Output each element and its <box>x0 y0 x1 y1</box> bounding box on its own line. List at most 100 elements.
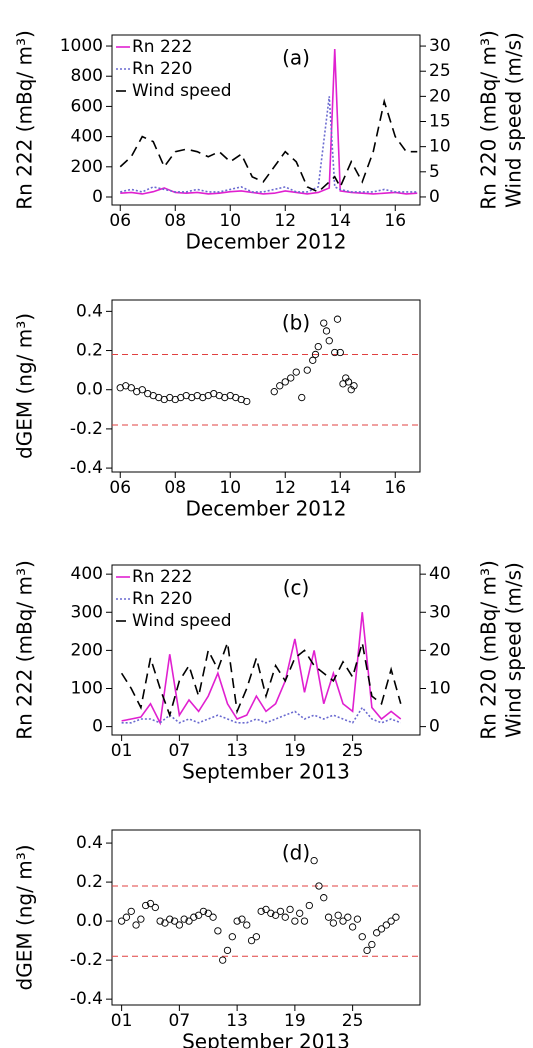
x-axis-label: December 2012 <box>186 497 347 521</box>
data-point <box>336 348 344 357</box>
legend-label: Rn 220 <box>132 59 192 79</box>
data-point <box>156 917 164 925</box>
x-tick-label: 13 <box>226 741 248 761</box>
data-point <box>325 337 333 345</box>
data-point <box>175 921 184 929</box>
y-tick-label: 0.4 <box>76 833 103 853</box>
data-point <box>180 915 188 923</box>
data-point <box>281 913 289 921</box>
data-point <box>204 909 212 917</box>
data-point <box>314 342 322 351</box>
data-point <box>151 903 159 912</box>
y-axis-label: Rn 222 (mBq/ m³) <box>13 560 37 740</box>
x-tick-label: 01 <box>111 741 133 761</box>
x-axis-label: September 2013 <box>182 760 350 784</box>
y2-axis-label: Rn 220 (mBq/ m³) <box>477 30 501 210</box>
data-point <box>166 915 174 923</box>
data-point <box>333 315 342 323</box>
y-tick-label: -0.4 <box>70 458 103 478</box>
data-point <box>122 913 131 921</box>
y-axis-label: dGEM (ng/ m³) <box>13 313 37 459</box>
legend-label: Wind speed <box>132 611 232 631</box>
data-point <box>344 913 352 921</box>
y-tick-label: -0.2 <box>70 419 103 439</box>
x-tick-label: 14 <box>329 211 351 231</box>
data-point <box>185 917 193 925</box>
panel-label: (a) <box>282 46 310 70</box>
x-tick-label: 25 <box>342 741 364 761</box>
data-point <box>320 894 328 902</box>
data-point <box>310 856 318 865</box>
data-point <box>142 901 150 910</box>
y-tick-label: 0 <box>92 187 103 207</box>
data-point <box>287 374 295 382</box>
y-tick-label: 800 <box>71 66 103 86</box>
data-point <box>298 393 306 402</box>
x-tick-label: 19 <box>284 741 306 761</box>
data-point <box>161 919 169 927</box>
data-point <box>305 901 313 910</box>
data-point <box>311 350 320 359</box>
y2-tick-label: 30 <box>429 602 451 622</box>
data-point <box>348 923 357 931</box>
y2-tick-label: 30 <box>429 36 451 56</box>
data-point <box>377 925 386 933</box>
data-point <box>373 929 381 937</box>
data-point <box>276 382 284 390</box>
data-point <box>252 933 261 941</box>
data-point <box>223 946 232 955</box>
y2-axis-label: Wind speed (m/s) <box>502 562 526 738</box>
data-point <box>270 388 278 396</box>
plot-frame <box>111 829 421 1006</box>
data-point <box>331 348 339 357</box>
y2-tick-label: 0 <box>429 187 440 207</box>
data-point <box>276 907 285 916</box>
data-point <box>303 366 311 374</box>
y2-tick-label: 10 <box>429 137 451 157</box>
data-point <box>127 384 135 392</box>
x-tick-label: 16 <box>384 211 406 231</box>
y-tick-label: 400 <box>71 127 103 147</box>
data-point <box>199 907 208 916</box>
data-point <box>146 899 155 908</box>
y-tick-label: 0.0 <box>76 380 103 400</box>
data-point <box>238 915 246 923</box>
data-point <box>281 378 289 386</box>
data-line <box>120 642 402 718</box>
data-point <box>233 917 241 925</box>
data-point <box>315 882 323 890</box>
y-tick-label: 0 <box>92 717 103 737</box>
data-line <box>120 96 418 193</box>
data-point <box>363 946 371 955</box>
x-tick-label: 10 <box>219 211 241 231</box>
x-tick-label: 13 <box>226 1011 248 1031</box>
data-point <box>358 933 366 941</box>
x-tick-label: 25 <box>342 1011 364 1031</box>
y-tick-label: 1000 <box>60 36 103 56</box>
legend-label: Rn 222 <box>132 37 192 57</box>
panel-label: (b) <box>282 311 310 335</box>
x-tick-label: 10 <box>219 478 241 498</box>
y-tick-label: 100 <box>71 678 103 698</box>
data-point <box>243 921 251 929</box>
y-tick-label: 300 <box>71 602 103 622</box>
y-tick-label: 600 <box>71 96 103 116</box>
y-tick-label: -0.4 <box>70 989 103 1009</box>
y2-tick-label: 40 <box>429 564 451 584</box>
data-point <box>322 327 331 335</box>
y2-tick-label: 20 <box>429 640 451 660</box>
y-tick-label: 0.4 <box>76 301 103 321</box>
y2-tick-label: 10 <box>429 678 451 698</box>
y2-tick-label: 15 <box>429 112 451 132</box>
data-point <box>190 913 198 921</box>
data-point <box>300 917 309 925</box>
y2-axis-label: Wind speed (m/s) <box>502 32 526 208</box>
data-line <box>119 98 418 193</box>
data-point <box>344 378 353 386</box>
y-axis-label: Rn 222 (mBq/ m³) <box>13 30 37 210</box>
legend-label: Rn 222 <box>132 567 192 587</box>
data-point <box>137 915 145 923</box>
data-point <box>170 917 179 925</box>
x-axis-label: December 2012 <box>186 230 347 254</box>
x-tick-label: 08 <box>164 478 186 498</box>
